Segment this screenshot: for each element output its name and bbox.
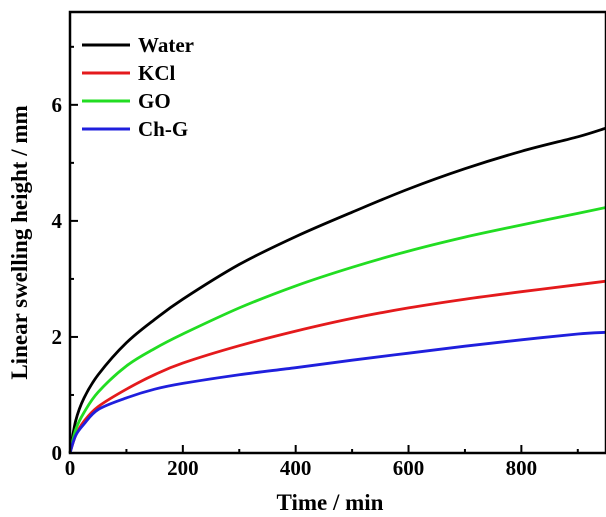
y-tick-label: 4 (52, 209, 63, 233)
legend-label-water: Water (138, 33, 194, 57)
x-tick-label: 600 (393, 456, 425, 480)
lines-layer (68, 126, 606, 454)
y-tick-label: 2 (52, 325, 63, 349)
legend-label-ch-g: Ch-G (138, 117, 188, 141)
y-tick-label: 0 (52, 441, 63, 465)
x-tick-label: 200 (167, 456, 199, 480)
legend-label-go: GO (138, 89, 171, 113)
y-axis-label: Linear swelling height / mm (7, 105, 32, 379)
legend: Water KCl GO Ch-G (82, 33, 194, 141)
series-line-go (68, 206, 606, 454)
x-axis-label: Time / min (277, 490, 384, 515)
legend-label-kcl: KCl (138, 61, 176, 85)
y-tick-label: 6 (52, 93, 63, 117)
x-tick-label: 800 (506, 456, 538, 480)
series-line-ch-g (68, 330, 606, 454)
x-tick-label: 0 (65, 456, 76, 480)
series-line-kcl (68, 279, 606, 454)
plot-frame (68, 10, 606, 455)
series-line-water (68, 126, 606, 454)
ticks-layer: 0 200 400 600 800 0 2 4 6 (52, 45, 579, 480)
x-tick-label: 400 (280, 456, 312, 480)
